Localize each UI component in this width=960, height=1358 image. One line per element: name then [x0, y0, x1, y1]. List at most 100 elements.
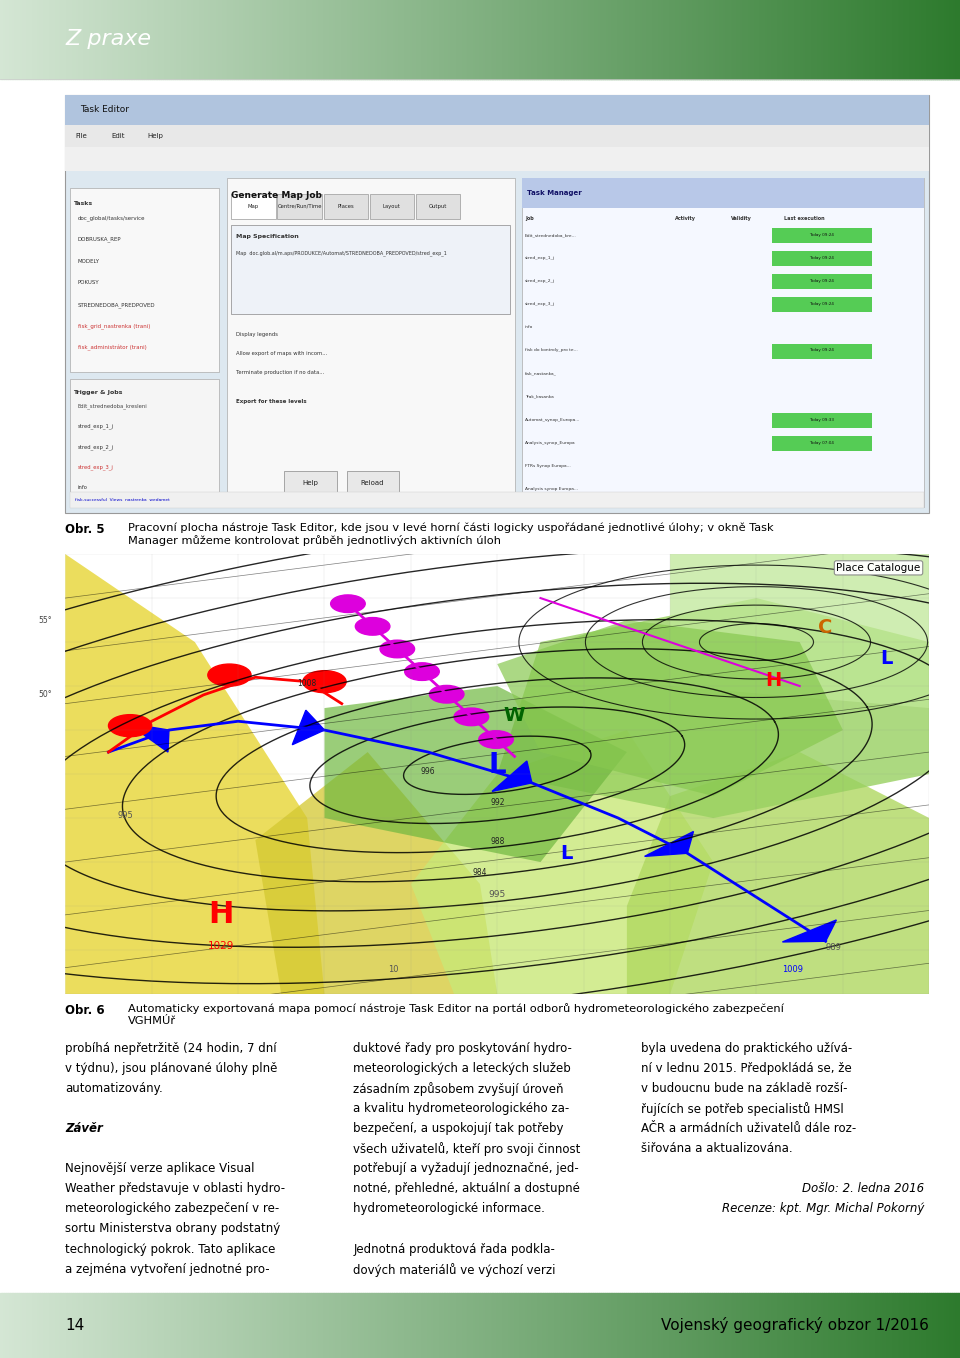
Bar [689, 0, 691, 79]
Bar [453, 0, 455, 79]
Bar [693, 1293, 695, 1358]
Bar [432, 1293, 434, 1358]
Bar [708, 0, 710, 79]
Bar [179, 1293, 180, 1358]
Bar [924, 1293, 925, 1358]
Bar [467, 1293, 468, 1358]
Bar [10, 1293, 12, 1358]
Text: Today 09:33: Today 09:33 [809, 418, 834, 421]
Bar [814, 1293, 816, 1358]
Bar [945, 1293, 947, 1358]
Text: 992: 992 [490, 799, 505, 807]
Bar [751, 0, 753, 79]
Bar [511, 1293, 513, 1358]
Bar [357, 0, 359, 79]
Bar [463, 0, 465, 79]
Text: všech uživatelů, kteří pro svoji činnost: všech uživatelů, kteří pro svoji činnost [353, 1142, 581, 1156]
Bar [294, 0, 296, 79]
Bar [799, 1293, 801, 1358]
Bar [699, 1293, 701, 1358]
Text: FTRs Synop Europa...: FTRs Synop Europa... [525, 464, 571, 467]
Bar [829, 1293, 831, 1358]
Bar [407, 1293, 409, 1358]
Circle shape [303, 671, 347, 693]
Bar [311, 0, 313, 79]
Bar [246, 0, 248, 79]
Bar [883, 1293, 885, 1358]
Bar [532, 0, 534, 79]
Bar [217, 0, 219, 79]
Bar [129, 1293, 131, 1358]
Bar [159, 0, 161, 79]
Bar [44, 1293, 46, 1358]
Bar [503, 0, 505, 79]
Bar [826, 1293, 828, 1358]
Bar [371, 0, 372, 79]
Bar [467, 0, 468, 79]
Bar [488, 1293, 490, 1358]
Bar [200, 0, 202, 79]
Bar [910, 0, 912, 79]
Bar [852, 1293, 854, 1358]
Bar [184, 0, 186, 79]
Bar [943, 0, 945, 79]
Bar [956, 1293, 958, 1358]
Bar [866, 0, 868, 79]
Bar [190, 0, 192, 79]
Bar [134, 0, 136, 79]
Bar [582, 1293, 584, 1358]
Text: Map Specification: Map Specification [236, 234, 299, 239]
Bar [290, 1293, 292, 1358]
Bar [632, 1293, 634, 1358]
Bar [628, 1293, 630, 1358]
Bar [269, 0, 271, 79]
Text: Allow export of maps with incom...: Allow export of maps with incom... [236, 350, 327, 356]
Bar [676, 0, 678, 79]
Bar [812, 1293, 814, 1358]
Bar [219, 1293, 221, 1358]
Bar [298, 1293, 300, 1358]
Bar [457, 1293, 459, 1358]
Bar [108, 1293, 109, 1358]
Bar [236, 0, 238, 79]
Bar [653, 0, 655, 79]
Bar [472, 0, 474, 79]
Text: Place Catalogue: Place Catalogue [836, 562, 921, 573]
Bar [705, 1293, 707, 1358]
Bar [674, 1293, 676, 1358]
Bar [755, 1293, 756, 1358]
Bar [787, 1293, 789, 1358]
Text: Došlo: 2. ledna 2016: Došlo: 2. ledna 2016 [803, 1183, 924, 1195]
Circle shape [454, 708, 489, 725]
Bar [238, 0, 240, 79]
Bar [169, 1293, 171, 1358]
Bar [48, 0, 50, 79]
Bar [392, 1293, 394, 1358]
Bar [622, 1293, 624, 1358]
Bar [157, 1293, 159, 1358]
Bar [282, 1293, 284, 1358]
Bar [566, 1293, 568, 1358]
Bar [914, 1293, 916, 1358]
Bar [741, 0, 743, 79]
Bar [563, 1293, 564, 1358]
Text: stred_exp_1_j: stred_exp_1_j [78, 424, 114, 429]
Bar [626, 0, 628, 79]
Bar [895, 1293, 897, 1358]
Bar [772, 251, 873, 266]
Bar [820, 1293, 822, 1358]
Bar [772, 297, 873, 312]
Bar [785, 0, 787, 79]
Bar [472, 1293, 474, 1358]
Bar [589, 1293, 591, 1358]
Bar [255, 1293, 257, 1358]
Text: Generate Map Job: Generate Map Job [231, 191, 323, 201]
Bar [728, 0, 730, 79]
Bar [211, 0, 213, 79]
Bar [530, 0, 532, 79]
Bar [566, 0, 568, 79]
Bar [847, 1293, 849, 1358]
Bar [822, 0, 824, 79]
Bar [228, 1293, 230, 1358]
Text: Edit: Edit [111, 133, 125, 139]
